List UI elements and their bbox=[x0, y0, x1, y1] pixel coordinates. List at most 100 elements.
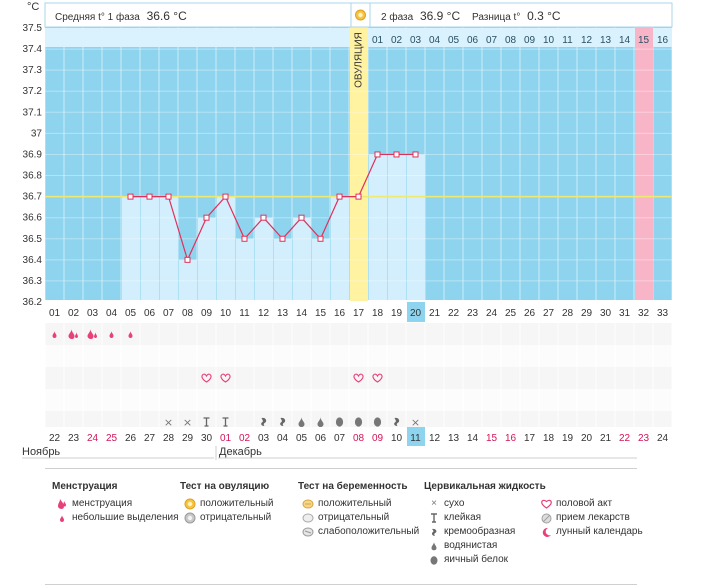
legend-item: положительный bbox=[180, 497, 273, 511]
cycle-day-label: 10 bbox=[543, 35, 555, 46]
y-tick-label: 37.5 bbox=[23, 23, 43, 34]
date-label: 11 bbox=[410, 433, 421, 444]
cycle-day-label: 08 bbox=[505, 35, 517, 46]
x-tick-label: 25 bbox=[505, 308, 517, 319]
plot-area: 01 02 03 04 05 06 07 08 09 10 11 12 13 14 15 16 ОВУЛЯЦИЯ… bbox=[22, 23, 673, 460]
date-label: 14 bbox=[467, 433, 479, 444]
date-label: 18 bbox=[543, 433, 555, 444]
legend-label: клейкая bbox=[444, 512, 482, 523]
x-tick-label: 30 bbox=[600, 308, 612, 319]
symbol-row bbox=[45, 389, 672, 411]
date-label: 23 bbox=[68, 433, 80, 444]
date-row bbox=[45, 427, 672, 447]
current-day-marker bbox=[407, 302, 425, 322]
legend-label: кремообразная bbox=[444, 526, 516, 537]
cycle-day-highlight bbox=[635, 28, 653, 47]
legend-label: половой акт bbox=[556, 498, 613, 509]
date-label: 06 bbox=[315, 433, 327, 444]
legend-item: прием лекарств bbox=[536, 511, 643, 525]
legend-label: лунный календарь bbox=[556, 526, 643, 537]
temperature-point bbox=[374, 151, 381, 158]
creamy-icon bbox=[261, 417, 267, 426]
legend-label: положительный bbox=[200, 498, 274, 509]
x-tick-label: 10 bbox=[220, 308, 232, 319]
date-label: 03 bbox=[258, 433, 270, 444]
legend-fluid-title: Цервикальная жидкость bbox=[424, 481, 546, 492]
spotting-icon bbox=[109, 331, 114, 338]
legend-item: кремообразная bbox=[424, 525, 546, 539]
legend-item: отрицательный bbox=[180, 511, 273, 525]
bbt-chart: 01 02 03 04 05 06 07 08 09 10 11 12 13 14 15 16 ОВУЛЯЦИЯ… bbox=[22, 1, 673, 460]
date-label: 24 bbox=[87, 433, 99, 444]
x-tick-label: 26 bbox=[524, 308, 536, 319]
x-tick-label: 23 bbox=[467, 308, 479, 319]
temperature-point bbox=[184, 256, 191, 263]
temperature-point bbox=[317, 235, 324, 242]
legend-item: водянистая bbox=[424, 539, 546, 553]
x-tick-label: 31 bbox=[619, 308, 631, 319]
sun-icon bbox=[355, 9, 366, 21]
legend-item: половой акт bbox=[536, 497, 643, 511]
positive-pregnancy-icon bbox=[302, 497, 314, 511]
date-label: 01 bbox=[220, 433, 232, 444]
legend-label: менструация bbox=[72, 498, 133, 509]
date-label: 19 bbox=[562, 433, 574, 444]
cycle-day-label: 05 bbox=[448, 35, 460, 46]
menstruation-icon bbox=[87, 329, 94, 339]
date-label: 27 bbox=[144, 433, 156, 444]
temperature-point bbox=[127, 193, 134, 200]
heart-icon bbox=[372, 373, 383, 383]
temperature-bar bbox=[312, 238, 330, 300]
x-tick-label: 11 bbox=[239, 308, 250, 319]
y-tick-label: 36.2 bbox=[23, 297, 43, 308]
temperature-point bbox=[393, 151, 400, 158]
creamy-icon bbox=[280, 417, 286, 426]
temperature-bar bbox=[236, 238, 254, 300]
cycle-day-label: 13 bbox=[600, 35, 612, 46]
x-tick-label: 17 bbox=[353, 308, 365, 319]
temperature-point bbox=[260, 214, 267, 221]
spotting-icon bbox=[52, 331, 57, 338]
y-tick-label: 37 bbox=[31, 128, 43, 139]
x-tick-label: 29 bbox=[581, 308, 593, 319]
eggwhite-icon bbox=[335, 417, 344, 427]
x-tick-label: 14 bbox=[296, 308, 308, 319]
y-tick-label: 36.6 bbox=[23, 213, 43, 224]
month-label-right: Декабрь bbox=[219, 446, 262, 458]
date-label: 08 bbox=[353, 433, 365, 444]
positive-ovulation-icon bbox=[184, 497, 196, 511]
cycle-day-label: 14 bbox=[619, 35, 631, 46]
dry-icon: × bbox=[411, 416, 420, 429]
watery-icon bbox=[317, 417, 324, 427]
y-tick-label: 37.2 bbox=[23, 86, 43, 97]
x-tick-label: 07 bbox=[163, 308, 175, 319]
y-tick-label: 37.3 bbox=[23, 65, 43, 76]
cycle-day-label: 12 bbox=[581, 35, 593, 46]
temperature-point bbox=[298, 214, 305, 221]
x-tick-label: 05 bbox=[125, 308, 137, 319]
legend-item: яичный белок bbox=[424, 553, 546, 567]
date-label: 29 bbox=[182, 433, 194, 444]
cycle-day-label: 16 bbox=[657, 35, 669, 46]
x-tick-label: 18 bbox=[372, 308, 384, 319]
date-label: 22 bbox=[49, 433, 61, 444]
temperature-point bbox=[241, 235, 248, 242]
phase1-value: 36.6 °C bbox=[147, 9, 187, 23]
legend-label: отрицательный bbox=[318, 512, 390, 523]
y-tick-label: 36.3 bbox=[23, 276, 43, 287]
temperature-bar bbox=[255, 217, 273, 300]
menstruation-icon bbox=[94, 332, 97, 338]
x-tick-label: 33 bbox=[657, 308, 669, 319]
spotting-icon bbox=[56, 511, 68, 525]
date-label: 25 bbox=[106, 433, 118, 444]
temperature-bar bbox=[198, 217, 216, 300]
sticky-icon bbox=[428, 511, 440, 525]
legend-other: . половой акт прием лекарств лунный кале… bbox=[536, 481, 643, 539]
x-tick-label: 12 bbox=[258, 308, 270, 319]
x-tick-label: 20 bbox=[410, 308, 422, 319]
temperature-point bbox=[203, 214, 210, 221]
legend-label: небольшие выделения bbox=[72, 512, 179, 523]
cycle-day-label: 15 bbox=[638, 35, 650, 46]
symbol-row bbox=[45, 367, 672, 389]
diff-label: Разница t° bbox=[472, 12, 520, 23]
